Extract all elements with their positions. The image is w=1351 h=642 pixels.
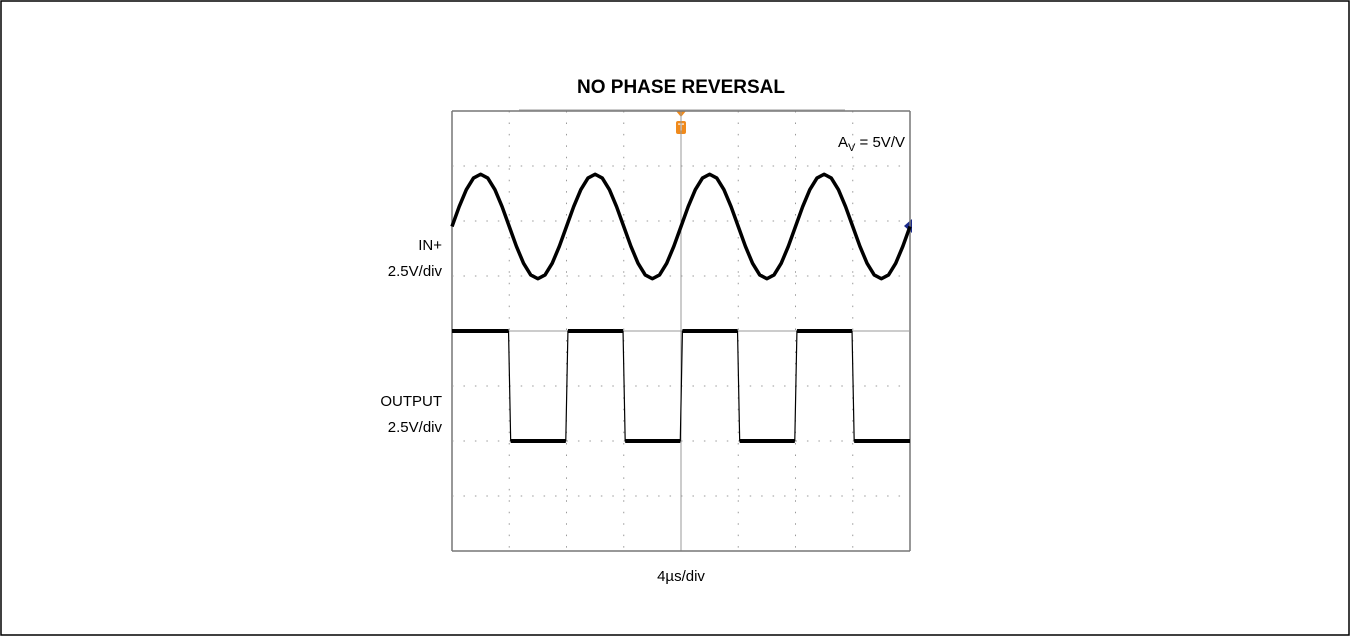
series-name: OUTPUT [380, 393, 442, 410]
gain-value: = 5V/V [855, 134, 905, 151]
series-scale: 2.5V/div [388, 263, 443, 280]
waveform [450, 172, 912, 281]
gain-subscript: V [848, 142, 856, 154]
series-name: IN+ [418, 237, 442, 254]
gain-symbol: A [838, 134, 848, 151]
x-axis-label: 4µs/div [657, 568, 705, 585]
series-scale: 2.5V/div [388, 419, 443, 436]
chart-title: NO PHASE REVERSAL [577, 77, 785, 98]
gain-annotation: AV = 5V/V [838, 134, 905, 154]
